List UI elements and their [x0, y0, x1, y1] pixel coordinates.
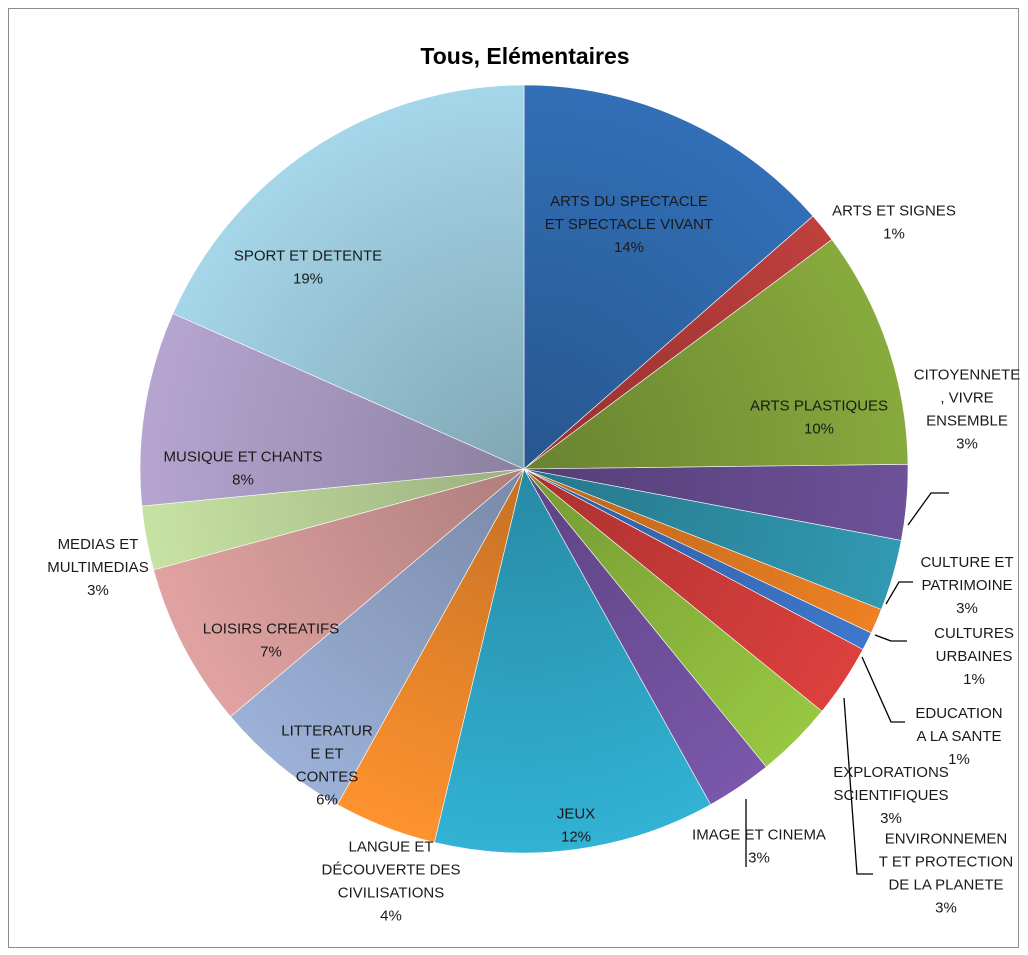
data-label-line: 4% [380, 908, 402, 925]
data-label: JEUX 12% [557, 806, 595, 846]
data-label: LOISIRS CREATIFS 7% [203, 621, 339, 661]
data-label-line: 3% [956, 600, 978, 617]
data-label-line: 3% [748, 850, 770, 867]
data-label: EXPLORATIONS SCIENTIFIQUES 3% [833, 764, 949, 827]
data-label-line: 14% [614, 239, 644, 256]
data-label-line: SCIENTIFIQUES [833, 787, 948, 804]
leader-line [861, 656, 905, 723]
data-label-line: ENSEMBLE [926, 413, 1008, 430]
chart-title: Tous, Elémentaires [420, 43, 629, 69]
pie-slice [153, 468, 525, 718]
slices-layer [139, 84, 909, 854]
data-label-line: CULTURE ET [920, 554, 1013, 571]
data-label-line: MUSIQUE ET CHANTS [164, 449, 323, 466]
data-label-line: 3% [880, 810, 902, 827]
pie-slice [523, 84, 814, 470]
data-label: MUSIQUE ET CHANTS 8% [164, 449, 323, 489]
data-label: CULTURES URBAINES 1% [934, 625, 1014, 688]
pie-slice [230, 468, 525, 806]
data-label-line: MULTIMEDIAS [47, 559, 148, 576]
data-label: SPORT ET DETENTE 19% [234, 248, 382, 288]
data-label-line: 8% [232, 472, 254, 489]
data-label-line: LANGUE ET [348, 839, 433, 856]
data-label-line: 1% [948, 751, 970, 768]
data-label: ARTS PLASTIQUES 10% [750, 398, 888, 438]
chart-frame: Tous, Elémentaires ARTS DU SPECTACLE ET S… [8, 8, 1020, 948]
data-label-line: 3% [956, 436, 978, 453]
data-label-line: 10% [804, 421, 834, 438]
data-label: ARTS ET SIGNES 1% [832, 203, 956, 243]
data-label-line: A LA SANTE [916, 728, 1001, 745]
data-label: IMAGE ET CINEMA 3% [692, 827, 826, 867]
data-label-line: 3% [87, 582, 109, 599]
data-label-line: ENVIRONNEMEN [885, 831, 1008, 848]
pie-slice [172, 84, 525, 470]
data-label-line: , VIVRE [940, 390, 993, 407]
leader-lines-layer [745, 492, 949, 875]
data-label: EDUCATION A LA SANTE 1% [915, 705, 1002, 768]
data-label-line: T ET PROTECTION [879, 854, 1013, 871]
data-label-line: CIVILISATIONS [338, 885, 444, 902]
data-label-line: DE LA PLANETE [888, 877, 1003, 894]
data-label-line: 6% [316, 792, 338, 809]
data-label-line: URBAINES [936, 648, 1013, 665]
leader-line [874, 634, 907, 642]
data-label-line: ET SPECTACLE VIVANT [545, 216, 713, 233]
data-label-line: CITOYENNETE [914, 367, 1020, 384]
data-label-line: EDUCATION [915, 705, 1002, 722]
data-label-line: ARTS PLASTIQUES [750, 398, 888, 415]
data-label-line: 12% [561, 829, 591, 846]
data-labels-layer: ARTS DU SPECTACLE ET SPECTACLE VIVANT 14%A… [47, 193, 1020, 925]
data-label: CULTURE ET PATRIMOINE 3% [920, 554, 1013, 617]
data-label-line: IMAGE ET CINEMA [692, 827, 826, 844]
leader-line [843, 697, 873, 875]
leader-line [885, 581, 913, 605]
data-label-line: JEUX [557, 806, 595, 823]
data-label-line: PATRIMOINE [921, 577, 1012, 594]
data-label-line: 1% [883, 226, 905, 243]
data-label: LITTERATUR E ET CONTES 6% [281, 723, 373, 809]
data-label-line: MEDIAS ET [58, 536, 139, 553]
data-label: MEDIAS ET MULTIMEDIAS 3% [47, 536, 148, 599]
data-label: CITOYENNETE , VIVRE ENSEMBLE 3% [914, 367, 1020, 453]
data-label-line: 19% [293, 271, 323, 288]
pie-slice [139, 313, 526, 507]
data-label-line: DÉCOUVERTE DES [322, 862, 461, 879]
pie-slice [433, 468, 712, 854]
data-label-line: CULTURES [934, 625, 1014, 642]
data-label-line: SPORT ET DETENTE [234, 248, 382, 265]
data-label: ARTS DU SPECTACLE ET SPECTACLE VIVANT 14% [545, 193, 713, 256]
data-label-line: 1% [963, 671, 985, 688]
data-label-line: EXPLORATIONS [833, 764, 949, 781]
data-label-line: LOISIRS CREATIFS [203, 621, 339, 638]
data-label-line: CONTES [296, 769, 359, 786]
data-label-line: ARTS DU SPECTACLE [550, 193, 708, 210]
data-label: LANGUE ET DÉCOUVERTE DES CIVILISATIONS 4% [322, 839, 461, 925]
data-label-line: 7% [260, 644, 282, 661]
data-label: ENVIRONNEMEN T ET PROTECTION DE LA PLANETE… [879, 831, 1013, 917]
data-label-line: 3% [935, 900, 957, 917]
data-label-line: E ET [310, 746, 343, 763]
data-label-line: ARTS ET SIGNES [832, 203, 956, 220]
leader-line [907, 492, 949, 526]
pie-chart: Tous, Elémentaires ARTS DU SPECTACLE ET S… [47, 43, 1020, 925]
data-label-line: LITTERATUR [281, 723, 373, 740]
pie-slice [523, 239, 909, 470]
